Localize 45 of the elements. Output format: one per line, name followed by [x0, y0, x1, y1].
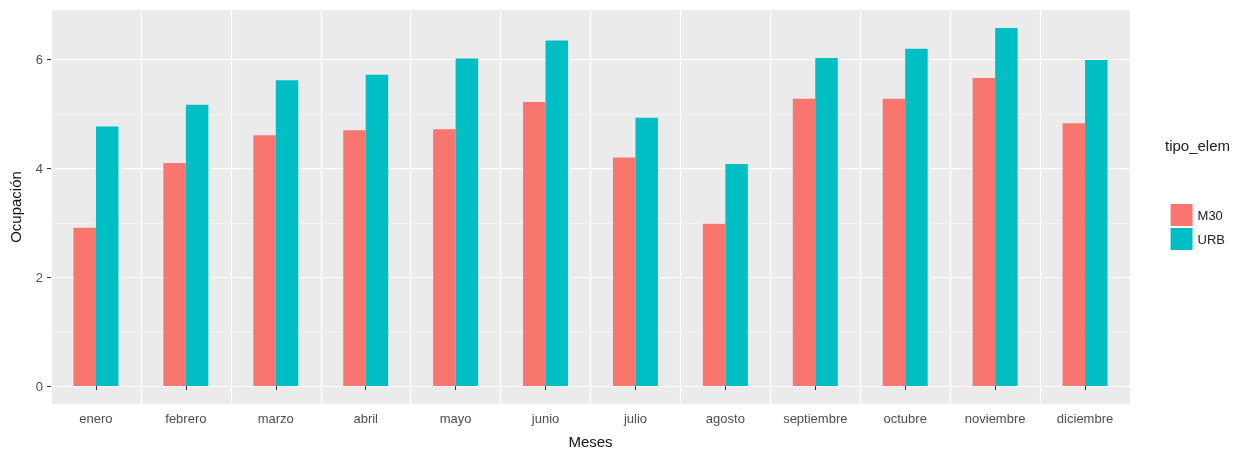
y-tick-label: 4: [35, 160, 43, 176]
x-tick-label: mayo: [439, 411, 472, 426]
bar: [1085, 60, 1108, 387]
x-tick-label: marzo: [257, 411, 294, 426]
bar: [725, 164, 748, 387]
bar: [275, 80, 299, 387]
x-tick-label: enero: [79, 411, 113, 426]
legend-label: M30: [1197, 207, 1223, 223]
y-tick-label: 6: [35, 52, 43, 68]
bar: [185, 104, 209, 387]
bar: [95, 126, 119, 387]
bar: [815, 57, 838, 387]
y-tick-label: 0: [35, 378, 43, 394]
x-tick-label: abril: [353, 411, 379, 426]
x-tick-label: febrero: [165, 411, 207, 426]
bar: [882, 98, 906, 387]
bar: [972, 78, 996, 387]
bar: [792, 98, 816, 387]
bar: [343, 130, 366, 387]
bar: [905, 48, 928, 387]
x-tick-label: junio: [530, 411, 560, 426]
x-tick-label: agosto: [705, 411, 745, 426]
bar: [545, 40, 569, 387]
bar: [702, 223, 726, 387]
x-tick-label: noviembre: [964, 411, 1026, 426]
bar: [523, 101, 546, 387]
bar: [995, 27, 1018, 387]
legend-label: URB: [1197, 231, 1226, 247]
bar: [365, 74, 389, 387]
bar: [253, 135, 276, 387]
bar: [1062, 123, 1086, 387]
y-axis-title: Ocupación: [7, 171, 24, 243]
x-tick-label: diciembre: [1056, 411, 1114, 426]
bar: [455, 58, 479, 387]
x-axis-title: Meses: [568, 433, 613, 450]
bar: [163, 162, 186, 387]
bar: [635, 117, 658, 387]
x-tick-label: octubre: [883, 411, 927, 426]
y-tick-label: 2: [35, 269, 43, 285]
x-tick-label: septiembre: [783, 411, 848, 426]
bar: [612, 157, 636, 387]
bar: [433, 129, 456, 387]
legend-title: tipo_elem: [1164, 137, 1231, 154]
x-tick-label: julio: [622, 411, 648, 426]
bar: [73, 227, 96, 387]
